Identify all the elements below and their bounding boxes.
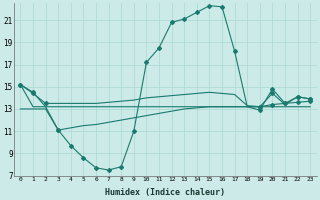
X-axis label: Humidex (Indice chaleur): Humidex (Indice chaleur) [105,188,225,197]
